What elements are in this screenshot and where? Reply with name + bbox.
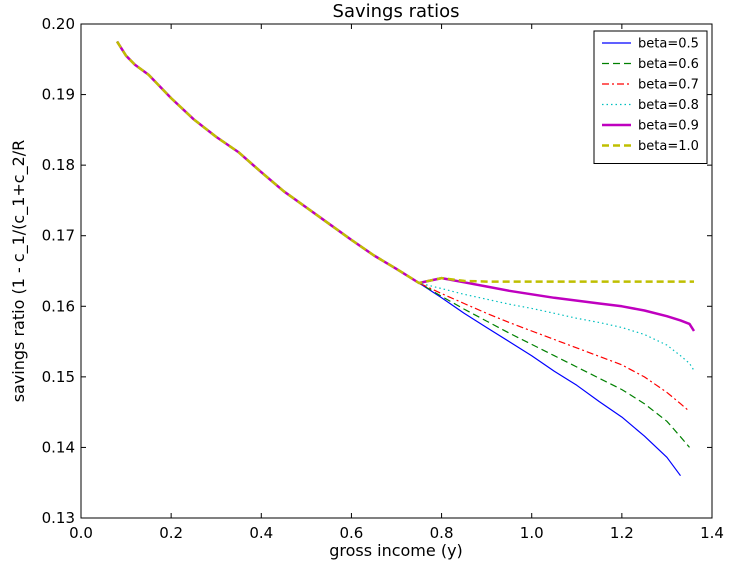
legend-label: beta=0.7 <box>638 78 699 93</box>
legend-label: beta=0.8 <box>638 98 699 113</box>
legend: beta=0.5 beta=0.6 beta=0.7 beta=0.8 beta=0.9… <box>593 30 708 164</box>
legend-box <box>593 30 708 164</box>
plot-frame <box>80 23 713 519</box>
x-tick-label: 0.0 <box>69 524 93 542</box>
chart-title: Savings ratios <box>333 1 460 22</box>
y-tick-label: 0.20 <box>42 15 75 33</box>
y-tick-label: 0.15 <box>42 368 75 386</box>
x-tick-label: 1.2 <box>610 524 634 542</box>
x-tick-label: 0.6 <box>339 524 363 542</box>
x-axis-label: gross income (y) <box>329 541 463 560</box>
y-tick-label: 0.14 <box>42 438 75 456</box>
y-tick-label: 0.17 <box>42 227 75 245</box>
x-tick-label: 0.2 <box>159 524 183 542</box>
y-tick-label: 0.19 <box>42 86 75 104</box>
y-axis-label: savings ratio (1 - c_1/(c_1+c_2/R <box>9 140 29 403</box>
y-tick-label: 0.16 <box>42 297 75 315</box>
y-tick-label: 0.13 <box>42 509 75 527</box>
x-tick-label: 0.4 <box>249 524 273 542</box>
x-tick-label: 1.4 <box>700 524 724 542</box>
series-line-6 <box>116 40 694 285</box>
y-tick-label: 0.18 <box>42 156 75 174</box>
legend-label: beta=0.5 <box>638 37 699 52</box>
x-tick-label: 0.8 <box>430 524 454 542</box>
legend-label: beta=0.9 <box>638 119 699 134</box>
plot-area: 0.0 0.2 0.4 0.6 0.8 1.0 1.2 1.4 0.13 0.14 0.15 0.16… <box>42 15 724 542</box>
legend-label: beta=1.0 <box>638 139 699 154</box>
x-tick-label: 1.0 <box>520 524 544 542</box>
legend-label: beta=0.6 <box>638 57 699 72</box>
